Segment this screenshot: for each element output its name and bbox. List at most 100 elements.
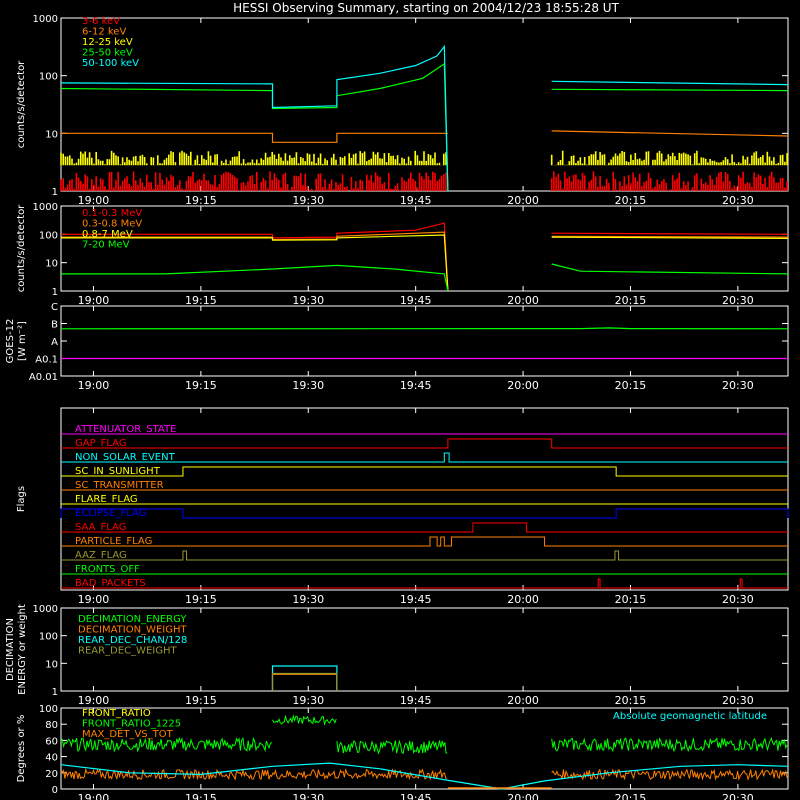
flag-label: SC_IN_SUNLIGHT — [75, 466, 161, 477]
series-line — [61, 263, 789, 292]
flag-trace — [61, 452, 788, 463]
y-axis-label: DECIMATION — [5, 618, 16, 681]
x-tick-label: 20:30 — [722, 694, 754, 707]
x-tick-label: 19:45 — [400, 593, 432, 606]
x-tick-label: 19:45 — [400, 294, 432, 307]
x-tick-label: 20:00 — [507, 194, 539, 207]
panel-highE: 19:00 19:15 19:30 19:45 20:00 20:15 20:30 1 10 10… — [16, 202, 789, 307]
x-tick-label: 20:00 — [507, 379, 539, 392]
y-tick-label: 1000 — [33, 202, 58, 213]
y-tick-label: 1000 — [33, 14, 58, 25]
y-axis-label: Flags — [16, 486, 27, 512]
y-tick-label: 1 — [52, 687, 58, 698]
y-tick-label: 1000 — [33, 604, 58, 615]
annotation-geomagnetic: Absolute geomagnetic latitude — [613, 711, 767, 722]
series-noisy — [272, 714, 337, 726]
panel-ratio: 19:00 19:15 19:30 19:45 20:00 20:15 20:30 0 20 40… — [16, 704, 789, 800]
y-tick-label: 0 — [52, 785, 58, 796]
x-tick-label: 19:00 — [78, 792, 110, 800]
x-tick-label: 19:45 — [400, 194, 432, 207]
legend-entry: 12-25 keV — [82, 37, 133, 48]
x-tick-label: 20:30 — [722, 792, 754, 800]
x-tick-label: 20:00 — [507, 593, 539, 606]
y-tick-label: A0.01 — [29, 372, 58, 383]
flag-trace — [61, 438, 788, 449]
flag-trace — [61, 550, 788, 561]
x-tick-label: 19:30 — [292, 593, 324, 606]
flag-trace — [61, 466, 788, 477]
flag-trace — [61, 522, 788, 533]
y-tick-label: 40 — [45, 753, 58, 764]
x-tick-label: 19:30 — [292, 194, 324, 207]
x-tick-label: 19:00 — [78, 593, 110, 606]
y-axis-label: counts/s/detector — [16, 204, 27, 292]
series-line — [60, 44, 789, 192]
flag-label: PARTICLE_FLAG — [75, 536, 152, 547]
series-line — [61, 231, 789, 292]
x-tick-label: 20:30 — [722, 593, 754, 606]
panel-frame — [60, 707, 789, 790]
x-tick-label: 19:00 — [78, 294, 110, 307]
y-tick-label: 60 — [45, 736, 58, 747]
legend-entry: DECIMATION_ENERGY — [78, 614, 187, 625]
y-tick-label: C — [51, 302, 58, 313]
y-axis-label: Degrees or % — [16, 715, 27, 783]
y-axis-label-2: [W m⁻²] — [17, 321, 28, 361]
flag-label: BAD_PACKETS — [75, 578, 146, 589]
flag-label: FRONTS_OFF — [75, 564, 140, 575]
legend-entry: REAR_DEC_CHAN/128 — [78, 635, 187, 646]
legend-entry: 0.1-0.3 MeV — [82, 208, 142, 219]
series-spikes — [550, 150, 788, 166]
series-line — [61, 222, 789, 292]
x-tick-label: 19:15 — [185, 294, 217, 307]
y-tick-label: 80 — [45, 720, 58, 731]
x-tick-label: 20:15 — [615, 194, 647, 207]
flag-label: NON_SOLAR_EVENT — [75, 452, 176, 463]
panel-frame — [60, 607, 789, 692]
series-noisy — [551, 737, 788, 753]
x-tick-label: 19:30 — [292, 694, 324, 707]
y-tick-label: B — [51, 320, 58, 331]
y-tick-label: 10 — [45, 659, 58, 670]
x-tick-label: 19:15 — [185, 194, 217, 207]
series-noisy — [551, 768, 788, 781]
series-spikes — [60, 171, 447, 191]
x-tick-label: 19:00 — [78, 694, 110, 707]
x-tick-label: 20:15 — [615, 694, 647, 707]
series-noisy — [60, 736, 272, 753]
x-tick-label: 19:45 — [400, 379, 432, 392]
legend-entry: FRONT_RATIO_1225 — [82, 719, 181, 730]
flag-label: ECLIPSE_FLAG — [75, 508, 146, 519]
series-line — [61, 130, 789, 143]
y-tick-label: 20 — [45, 769, 58, 780]
x-tick-label: 20:30 — [722, 379, 754, 392]
y-tick-label: 100 — [39, 704, 58, 715]
panel-flags: 19:00 19:15 19:30 19:45 20:00 20:15 20:30 Flags… — [16, 407, 789, 606]
flag-label: AAZ_FLAG — [75, 550, 127, 561]
series-line — [61, 234, 789, 292]
x-tick-label: 19:30 — [292, 294, 324, 307]
legend-entry: REAR_DEC_WEIGHT — [78, 646, 177, 657]
panel-goes: 19:00 19:15 19:30 19:45 20:00 20:15 20:30 A0.01… — [5, 302, 789, 392]
flag-label: SC_TRANSMITTER — [75, 480, 164, 491]
panel-decim: 19:00 19:15 19:30 19:45 20:00 20:15 20:30 1 10 10… — [5, 604, 789, 707]
flag-trace — [61, 578, 788, 589]
series-noisy — [336, 739, 448, 755]
x-tick-label: 19:00 — [78, 194, 110, 207]
flag-trace — [61, 536, 788, 547]
legend-entry: MAX_DET_VS_TOT — [82, 729, 174, 740]
flag-label: SAA_FLAG — [75, 522, 126, 533]
panel-frame — [60, 407, 789, 591]
x-tick-label: 19:00 — [78, 379, 110, 392]
figure-title: HESSI Observing Summary, starting on 200… — [233, 1, 619, 15]
x-tick-label: 19:15 — [185, 694, 217, 707]
series-line — [271, 672, 338, 691]
y-tick-label: 10 — [45, 259, 58, 270]
panel-frame — [60, 305, 789, 377]
x-tick-label: 19:45 — [400, 694, 432, 707]
series-line — [271, 673, 338, 691]
y-axis-label-2: ENERGY or weight — [17, 604, 28, 695]
y-tick-label: 10 — [45, 129, 58, 140]
x-tick-label: 20:15 — [615, 294, 647, 307]
x-tick-label: 19:15 — [185, 792, 217, 800]
